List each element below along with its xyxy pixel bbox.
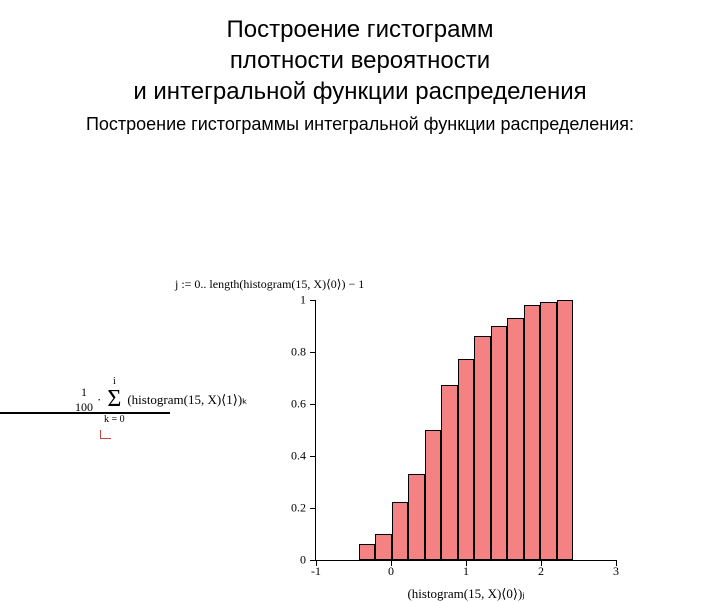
formula-cumulative-sum: 1 100 · i Σ k = 0 (histogram(15, X)⟨1⟩)ₖ — [75, 385, 248, 415]
y-tick-label: 0 — [300, 552, 306, 567]
y-tick — [310, 456, 316, 457]
histogram-bar — [425, 430, 442, 560]
y-tick — [310, 508, 316, 509]
histogram-bar — [359, 544, 376, 560]
sigma-lower-limit: k = 0 — [104, 414, 125, 425]
histogram-bar — [392, 502, 409, 559]
y-tick — [310, 300, 316, 301]
title-line-1: Построение гистограмм — [0, 14, 720, 45]
histogram-bar — [524, 305, 541, 560]
x-tick-label: 1 — [463, 564, 469, 579]
histogram-bar — [540, 302, 557, 559]
x-tick-label: 3 — [613, 564, 619, 579]
y-tick — [310, 352, 316, 353]
title-line-2: плотности вероятности — [0, 45, 720, 76]
x-axis-title: (histogram(15, X)⟨0⟩)ⱼ — [407, 586, 524, 602]
slide-subtitle: Построение гистограммы интегральной функ… — [0, 114, 720, 135]
histogram-bar — [458, 359, 475, 559]
formula-summand: (histogram(15, X)⟨1⟩)ₖ — [127, 392, 247, 408]
y-tick-label: 0.6 — [291, 396, 306, 411]
x-tick-label: -1 — [311, 564, 321, 579]
trace-marker-icon — [100, 430, 111, 439]
y-tick-label: 1 — [300, 292, 306, 307]
histogram-bar — [474, 336, 491, 560]
slide-title: Построение гистограмм плотности вероятно… — [0, 0, 720, 108]
x-tick-label: 2 — [538, 564, 544, 579]
fraction-numerator: 1 — [81, 385, 87, 400]
fraction-bar — [0, 412, 170, 414]
plot-area: (histogram(15, X)⟨0⟩)ⱼ 00.20.40.60.81-10… — [315, 300, 616, 561]
histogram-bar — [408, 474, 425, 560]
content-area: j := 0.. length(histogram(15, X)⟨0⟩) − 1… — [0, 135, 720, 535]
histogram-bar — [441, 385, 458, 559]
sigma-upper-limit: i — [113, 376, 116, 387]
histogram-bar — [557, 300, 574, 560]
fraction-one-hundred: 1 100 — [75, 385, 93, 415]
sigma-symbol: i Σ k = 0 — [107, 386, 121, 413]
histogram-bar — [375, 534, 392, 560]
cdf-histogram-chart: (histogram(15, X)⟨0⟩)ⱼ 0 0.2 0.4 0.6 0.8 1 -1 0… — [275, 290, 635, 600]
title-line-3: и интегральной функции распределения — [0, 76, 720, 107]
histogram-bar — [491, 326, 508, 560]
y-tick-label: 0.4 — [291, 448, 306, 463]
histogram-bar — [507, 318, 524, 560]
y-tick-label: 0.8 — [291, 344, 306, 359]
y-tick — [310, 404, 316, 405]
y-tick-label: 0.2 — [291, 500, 306, 515]
x-tick-label: 0 — [388, 564, 394, 579]
dot-operator: · — [97, 392, 101, 408]
